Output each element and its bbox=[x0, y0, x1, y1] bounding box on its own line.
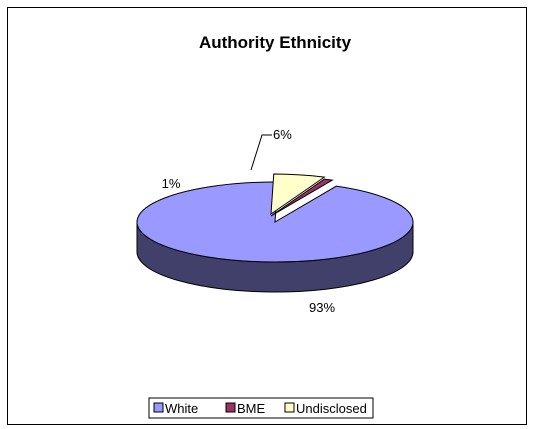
data-label-undisclosed: 6% bbox=[273, 127, 292, 142]
legend-swatch-white bbox=[153, 402, 164, 413]
leader-line-undisclosed bbox=[250, 134, 272, 171]
legend-label-white: White bbox=[165, 401, 198, 416]
pie-slice-undisclosed bbox=[270, 173, 326, 216]
data-label-bme: 1% bbox=[162, 176, 181, 191]
data-label-white: 93% bbox=[309, 300, 335, 315]
chart-title: Authority Ethnicity bbox=[199, 33, 352, 52]
pie-plot bbox=[136, 173, 414, 293]
legend-swatch-undisclosed bbox=[284, 402, 295, 413]
legend-swatch-bme bbox=[225, 402, 236, 413]
pie-slice-white bbox=[136, 181, 414, 263]
legend-label-undisclosed: Undisclosed bbox=[296, 401, 367, 416]
data-labels: 93% 1% 6% bbox=[162, 127, 336, 315]
legend: White BME Undisclosed bbox=[148, 397, 374, 419]
legend-box bbox=[148, 397, 374, 419]
legend-label-bme: BME bbox=[237, 401, 266, 416]
pie-slice-bme bbox=[270, 178, 334, 217]
